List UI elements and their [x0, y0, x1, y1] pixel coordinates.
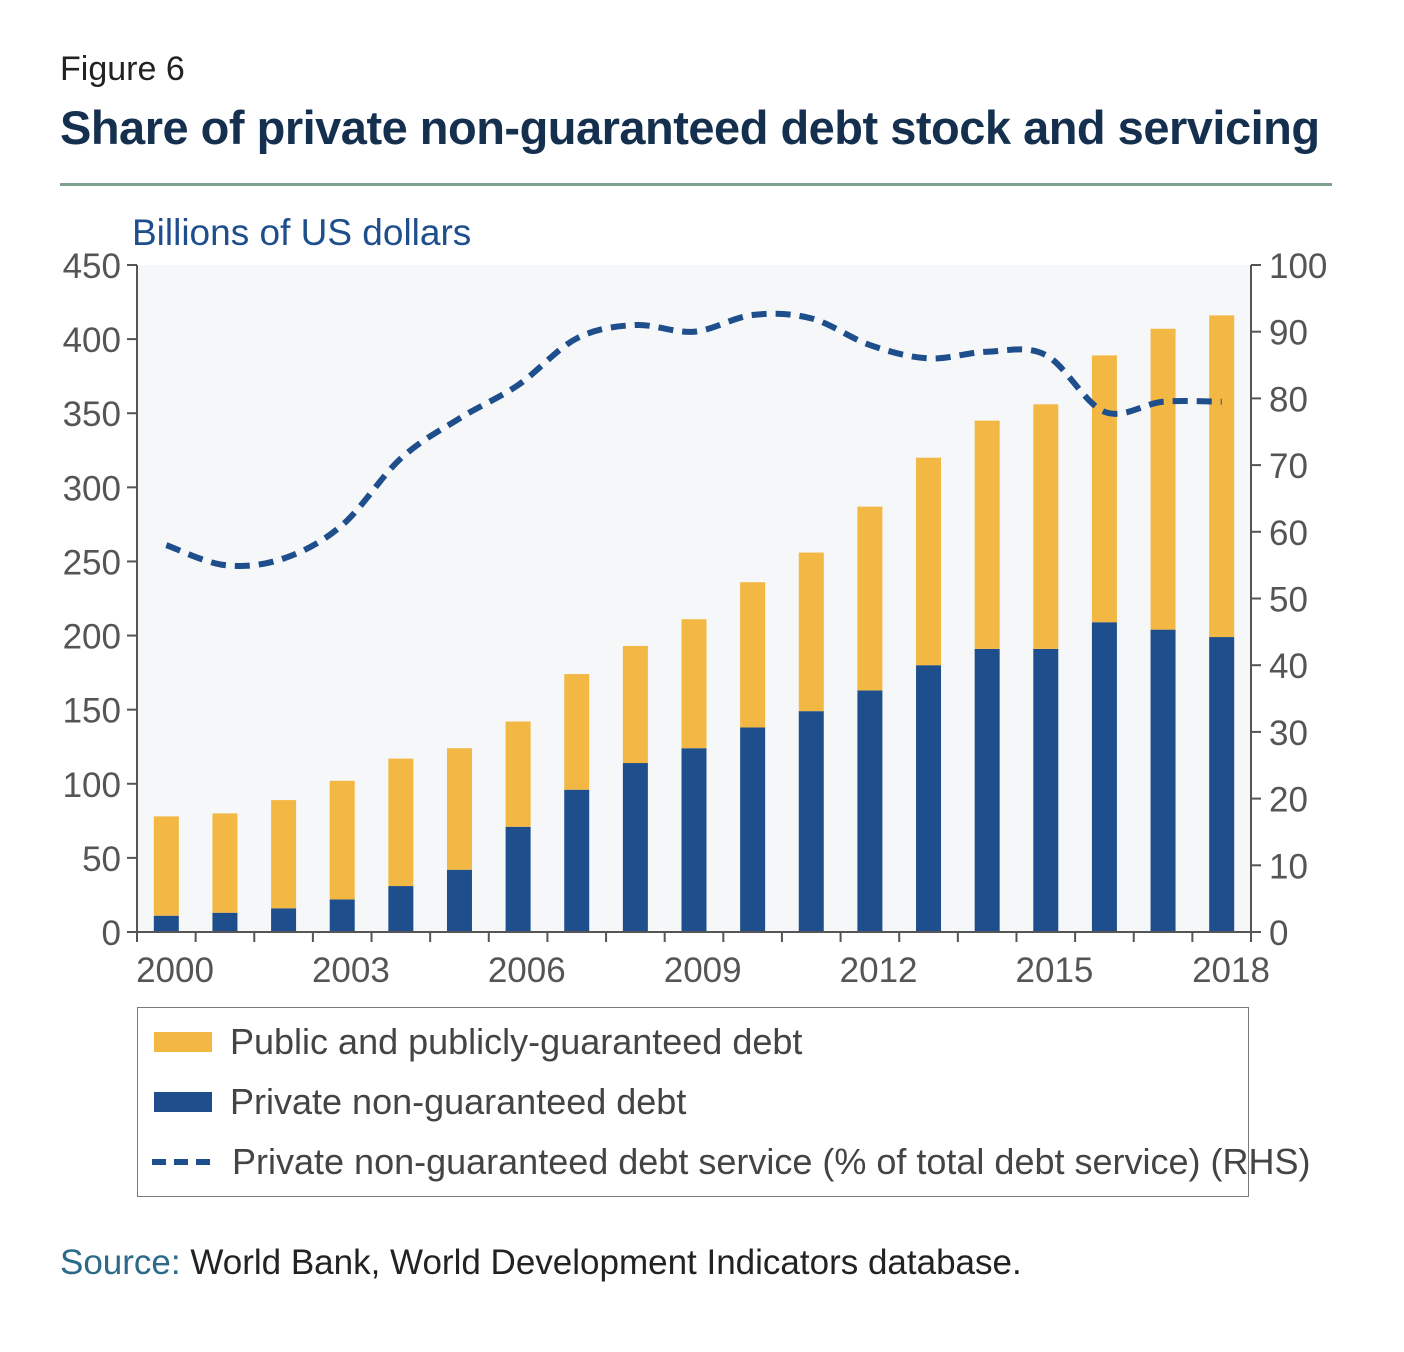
x-tick-label-2018: 2018 — [1192, 951, 1270, 990]
bar-public-2012 — [857, 506, 883, 691]
legend-swatch-debt-service — [152, 1159, 214, 1165]
bar-public-2018 — [1209, 315, 1235, 638]
x-tick-label-2000: 2000 — [136, 951, 214, 990]
legend-swatch-public — [154, 1032, 212, 1052]
bar-public-2007 — [564, 674, 590, 790]
legend-item-public: Public and publicly-guaranteed debt — [138, 1020, 802, 1064]
bar-private-2008 — [622, 763, 648, 932]
line-group — [165, 310, 1222, 569]
bar-private-2009 — [681, 748, 707, 932]
y-tick-label-left-300: 300 — [63, 469, 121, 508]
axes-group: 0 50 100 150 200 250 300 350 400 450 0 10 20 30 40 50 60… — [63, 247, 1328, 990]
chart-title: Share of private non-guaranteed debt sto… — [60, 101, 1320, 154]
bar-public-2011 — [798, 552, 824, 712]
source-label: Source: — [60, 1243, 181, 1282]
y-tick-label-right-30: 30 — [1269, 714, 1308, 753]
bar-public-2015 — [1033, 404, 1059, 649]
bar-private-2015 — [1033, 648, 1059, 932]
bar-private-2007 — [564, 789, 590, 932]
y-tick-label-left-50: 50 — [82, 840, 121, 879]
y-axis-unit-label: Billions of US dollars — [132, 212, 471, 253]
x-tick-label-2015: 2015 — [1016, 951, 1094, 990]
x-tick-label-2009: 2009 — [664, 951, 742, 990]
bar-public-2009 — [681, 619, 707, 749]
y-tick-label-right-40: 40 — [1269, 647, 1308, 686]
bar-public-2002 — [271, 800, 297, 909]
y-tick-label-right-50: 50 — [1269, 581, 1308, 620]
y-tick-label-right-80: 80 — [1269, 380, 1308, 419]
x-tick-label-2012: 2012 — [840, 951, 918, 990]
bar-private-2016 — [1091, 622, 1117, 932]
y-tick-label-left-150: 150 — [63, 692, 121, 731]
bar-private-2006 — [505, 826, 531, 932]
y-tick-label-left-350: 350 — [63, 395, 121, 434]
y-tick-label-left-400: 400 — [63, 321, 121, 360]
bar-private-2014 — [974, 648, 1000, 932]
bar-public-2001 — [212, 813, 238, 913]
y-tick-label-right-70: 70 — [1269, 447, 1308, 486]
bar-private-2018 — [1209, 637, 1235, 932]
source-text: World Bank, World Development Indicators… — [180, 1243, 1022, 1282]
bar-private-2013 — [916, 665, 942, 932]
y-tick-label-left-0: 0 — [102, 914, 121, 953]
legend-label-private: Private non-guaranteed debt — [230, 1081, 687, 1122]
bar-public-2017 — [1150, 328, 1176, 630]
stacked-bar-line-chart: Billions of US dollars 05010015020025030… — [63, 212, 1328, 990]
bar-private-2011 — [798, 711, 824, 932]
x-tick-label-2006: 2006 — [488, 951, 566, 990]
y-tick-label-right-100: 100 — [1269, 247, 1327, 286]
legend: Public and publicly-guaranteed debt Priv… — [137, 1007, 1311, 1197]
bar-private-2002 — [271, 908, 297, 932]
bar-private-2000 — [153, 915, 179, 932]
bar-public-2010 — [740, 582, 766, 728]
bar-public-2006 — [505, 721, 531, 827]
bar-private-2001 — [212, 912, 238, 932]
bar-public-2004 — [388, 758, 414, 887]
bars-group — [153, 315, 1235, 932]
y-tick-label-left-100: 100 — [63, 766, 121, 805]
y-tick-label-left-250: 250 — [63, 543, 121, 582]
y-tick-label-right-90: 90 — [1269, 314, 1308, 353]
source-note: Source: World Bank, World Development In… — [60, 1243, 1022, 1283]
bar-public-2003 — [329, 780, 355, 900]
y-tick-label-right-10: 10 — [1269, 847, 1308, 886]
figure-label: Figure 6 — [60, 50, 185, 88]
bar-private-2010 — [740, 727, 766, 932]
bar-public-2008 — [622, 645, 648, 764]
bar-private-2005 — [446, 869, 472, 932]
bar-public-2000 — [153, 816, 179, 916]
x-tick-label-2003: 2003 — [312, 951, 390, 990]
bar-public-2014 — [974, 420, 1000, 649]
title-divider — [60, 183, 1332, 186]
legend-swatch-private — [154, 1092, 212, 1112]
y-tick-label-left-200: 200 — [63, 618, 121, 657]
bar-private-2003 — [329, 899, 355, 932]
y-tick-label-right-20: 20 — [1269, 781, 1308, 820]
y-tick-label-right-0: 0 — [1269, 914, 1288, 953]
bar-private-2004 — [388, 886, 414, 932]
bar-private-2017 — [1150, 629, 1176, 932]
bar-public-2013 — [916, 457, 942, 666]
y-tick-label-right-60: 60 — [1269, 514, 1308, 553]
y-tick-label-left-450: 450 — [63, 247, 121, 286]
legend-label-debt-service: Private non-guaranteed debt service (% o… — [232, 1141, 1311, 1182]
bar-public-2016 — [1091, 355, 1117, 623]
legend-item-private: Private non-guaranteed debt — [138, 1080, 686, 1124]
legend-label-public: Public and publicly-guaranteed debt — [230, 1021, 803, 1062]
bar-private-2012 — [857, 690, 883, 932]
legend-item-debt-service: Private non-guaranteed debt service (% o… — [138, 1140, 1311, 1184]
bar-public-2005 — [446, 748, 472, 870]
